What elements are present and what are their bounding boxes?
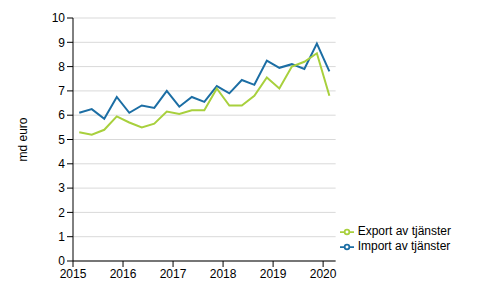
svg-text:md euro: md euro xyxy=(16,117,30,161)
svg-text:0: 0 xyxy=(58,254,65,268)
svg-text:9: 9 xyxy=(58,36,65,50)
svg-text:7: 7 xyxy=(58,84,65,98)
html-text:Export av tjänster: Export av tjänster xyxy=(357,224,451,239)
svg-text:2018: 2018 xyxy=(210,267,237,281)
svg-text:2019: 2019 xyxy=(260,267,287,281)
svg-text:3: 3 xyxy=(58,181,65,195)
svg-text:6: 6 xyxy=(58,108,65,122)
svg-text:5: 5 xyxy=(58,133,65,147)
svg-text:2015: 2015 xyxy=(60,267,87,281)
svg-text:8: 8 xyxy=(58,60,65,74)
html-text:Import av tjänster: Import av tjänster xyxy=(357,239,451,254)
svg-text:2017: 2017 xyxy=(160,267,187,281)
svg-text:10: 10 xyxy=(52,11,66,25)
svg-text:1: 1 xyxy=(58,230,65,244)
svg-text:4: 4 xyxy=(58,157,65,171)
svg-text:2020: 2020 xyxy=(310,267,337,281)
svg-text:2: 2 xyxy=(58,206,65,220)
svg-text:2016: 2016 xyxy=(110,267,137,281)
